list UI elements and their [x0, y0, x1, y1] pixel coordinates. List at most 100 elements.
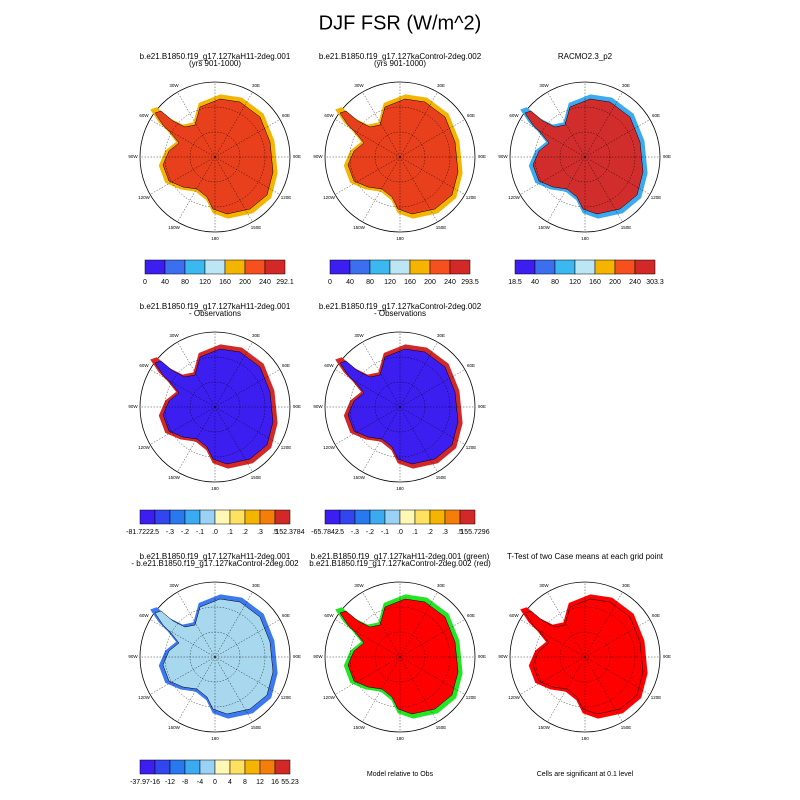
colorbar-label: -16: [150, 779, 160, 786]
lon-label: 90E: [663, 154, 671, 159]
colorbar-label: 200: [609, 279, 621, 286]
lon-label: 60E: [652, 113, 660, 118]
lon-label: 60E: [652, 613, 660, 618]
meridian: [399, 156, 466, 195]
lon-label: 120W: [323, 445, 336, 450]
colorbar-box: [259, 509, 276, 525]
panel-note: Cells are significant at 0.1 level: [537, 771, 634, 778]
colorbar-box: [259, 759, 276, 775]
meridian: [214, 406, 253, 473]
colorbar-label: 4: [228, 779, 232, 786]
colorbar-label: 16: [271, 779, 279, 786]
lon-label: 30W: [354, 333, 364, 338]
colorbar-label: 292.1: [276, 279, 294, 286]
meridian: [149, 619, 216, 658]
colorbar-label: 120: [384, 279, 396, 286]
panel-title: b.e21.B1850.f19_g17.127kaControl-2deg.00…: [319, 302, 482, 311]
lon-label: 120W: [323, 695, 336, 700]
lon-label: 150E: [251, 725, 262, 730]
lon-label: 120W: [508, 695, 521, 700]
lon-label: 120W: [138, 695, 151, 700]
lon-label: 150W: [168, 475, 181, 480]
lon-label: 120E: [466, 195, 477, 200]
colorbar-label: -.2: [366, 529, 374, 536]
figure-title: DJF FSR (W/m^2): [319, 12, 482, 34]
colorbar-label: 160: [404, 279, 416, 286]
colorbar-box: [329, 259, 351, 275]
panel-title: - b.e21.B1850.f19_g17.127kaControl-2deg.…: [131, 559, 299, 568]
colorbar-box: [614, 259, 636, 275]
meridian: [334, 156, 401, 195]
lon-label: 120E: [281, 695, 292, 700]
colorbar-label: .0: [397, 529, 403, 536]
meridian: [519, 156, 586, 195]
colorbar-label: .3: [442, 529, 448, 536]
colorbar-box: [144, 259, 166, 275]
meridian: [214, 119, 281, 158]
colorbar-label: 240: [629, 279, 641, 286]
meridian: [214, 341, 253, 408]
lon-label: 60E: [467, 113, 475, 118]
lon-label: 30W: [169, 83, 179, 88]
meridian: [399, 406, 438, 473]
lon-label: 120W: [138, 195, 151, 200]
colorbar-label: 120: [199, 279, 211, 286]
colorbar-box: [449, 259, 471, 275]
colorbar-label: 40: [346, 279, 354, 286]
lat-circle: [534, 606, 636, 708]
lon-label: 60W: [139, 113, 149, 118]
meridian: [177, 591, 216, 658]
meridian: [547, 156, 586, 223]
lon-label: 120W: [323, 195, 336, 200]
meridian: [214, 656, 253, 723]
colorbar-label: 12: [256, 779, 264, 786]
lon-label: 90W: [128, 154, 138, 159]
lon-label: 30E: [437, 333, 445, 338]
lon-label: 90E: [663, 654, 671, 659]
meridian: [399, 656, 438, 723]
colorbar-label: 240: [259, 279, 271, 286]
colorbar-label: -4: [197, 779, 203, 786]
meridian: [584, 656, 651, 695]
lon-label: 90W: [313, 154, 323, 159]
meridian: [584, 119, 651, 158]
colorbar-box: [409, 259, 431, 275]
meridian: [334, 119, 401, 158]
colorbar-box: [204, 259, 226, 275]
lon-label: 60W: [509, 113, 519, 118]
colorbar-label: 55.23: [281, 779, 299, 786]
colorbar-box: [369, 509, 386, 525]
meridian: [334, 619, 401, 658]
colorbar-label: .1: [227, 529, 233, 536]
meridian: [149, 156, 216, 195]
colorbar-box: [574, 259, 596, 275]
colorbar-box: [244, 259, 266, 275]
colorbar-label: 0: [328, 279, 332, 286]
lon-label: 30W: [354, 83, 364, 88]
meridian: [362, 341, 401, 408]
lon-label: 150E: [436, 475, 447, 480]
lon-label: 180: [211, 236, 219, 241]
lon-label: 120W: [138, 445, 151, 450]
colorbar-label: 80: [181, 279, 189, 286]
meridian: [334, 369, 401, 408]
colorbar-label: -.3: [166, 529, 174, 536]
panel-title: (yrs 901-1000): [374, 59, 426, 68]
lat-circle: [349, 356, 451, 458]
colorbar-box: [264, 259, 286, 275]
meridian: [177, 406, 216, 473]
meridian: [584, 656, 623, 723]
colorbar-box: [199, 759, 216, 775]
meridian: [399, 156, 438, 223]
lon-label: 30W: [354, 583, 364, 588]
colorbar-label: 200: [239, 279, 251, 286]
lon-label: 90W: [128, 404, 138, 409]
panel-title: (yrs 901-1000): [189, 59, 241, 68]
meridian: [547, 591, 586, 658]
lon-label: 150E: [251, 475, 262, 480]
meridian: [149, 119, 216, 158]
lon-label: 120E: [466, 445, 477, 450]
colorbar-box: [594, 259, 616, 275]
colorbar-label: .0: [212, 529, 218, 536]
colorbar-label: .3: [257, 529, 263, 536]
